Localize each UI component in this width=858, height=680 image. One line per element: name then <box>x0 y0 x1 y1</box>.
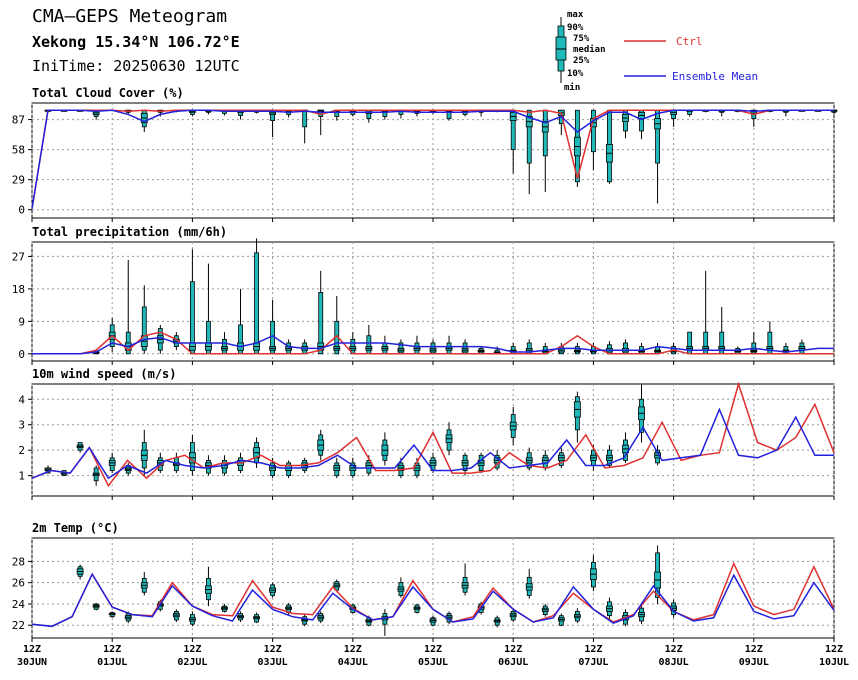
y-tick-label: 4 <box>18 393 25 406</box>
x-tick-label-date: 04JUL <box>338 657 368 668</box>
x-tick-label-date: 06JUL <box>498 657 528 668</box>
y-tick-label: 27 <box>12 250 25 263</box>
y-tick-label: 24 <box>12 598 26 611</box>
panel-title: 2m Temp (°C) <box>32 521 119 535</box>
x-tick-label-date: 07JUL <box>578 657 608 668</box>
panel-title: Total Cloud Cover (%) <box>32 86 184 100</box>
panel-title: Total precipitation (mm/6h) <box>32 225 227 239</box>
y-tick-label: 0 <box>18 204 25 217</box>
x-tick-label-hour: 12Z <box>424 644 442 655</box>
x-tick-label-hour: 12Z <box>183 644 201 655</box>
legend-box-label: 10% <box>567 69 584 79</box>
x-tick-label-hour: 12Z <box>103 644 121 655</box>
y-tick-label: 9 <box>18 315 25 328</box>
x-tick-label-hour: 12Z <box>584 644 602 655</box>
box-outer <box>302 109 308 128</box>
x-tick-label-date: 10JUL <box>819 657 849 668</box>
init-time-label: IniTime: 20250630 12UTC <box>32 57 240 75</box>
y-tick-label: 26 <box>12 577 25 590</box>
x-tick-label-hour: 12Z <box>745 644 763 655</box>
x-tick-label-hour: 12Z <box>825 644 843 655</box>
x-tick-label-date: 05JUL <box>418 657 448 668</box>
ctrl-line <box>32 331 834 355</box>
x-tick-label-hour: 12Z <box>23 644 41 655</box>
legend-box-label: 90% <box>567 23 584 33</box>
panel-frame <box>31 102 835 219</box>
y-tick-label: 87 <box>12 114 25 127</box>
y-tick-label: 58 <box>12 144 25 157</box>
x-tick-label-date: 01JUL <box>97 657 127 668</box>
legend-box-label: 25% <box>573 56 590 66</box>
box-outer <box>318 292 324 355</box>
ensemble-mean-line <box>31 109 834 209</box>
legend-mean-label: Ensemble Mean <box>672 70 758 83</box>
y-tick-label: 1 <box>18 470 25 483</box>
x-tick-label-date: 09JUL <box>739 657 769 668</box>
legend-ctrl-label: Ctrl <box>676 35 703 48</box>
x-tick-label-date: 30JUN <box>17 657 47 668</box>
ensemble-mean-line <box>32 334 834 355</box>
legend-box-label: min <box>564 82 580 93</box>
ensemble-mean-line <box>31 407 834 480</box>
y-tick-label: 18 <box>12 283 25 296</box>
box-outer <box>366 335 372 355</box>
x-tick-label-hour: 12Z <box>264 644 282 655</box>
box-outer <box>254 252 259 355</box>
x-tick-label-date: 08JUL <box>659 657 689 668</box>
box-outer <box>542 109 548 157</box>
y-tick-label: 28 <box>12 555 25 568</box>
y-tick-label: 3 <box>18 419 25 432</box>
box-outer <box>526 109 532 164</box>
legend-box-label: 75% <box>573 34 590 44</box>
y-tick-label: 22 <box>12 619 25 632</box>
ensemble-mean-line <box>31 572 835 628</box>
box-outer <box>141 306 147 351</box>
y-tick-label: 0 <box>18 348 25 361</box>
x-tick-label-hour: 12Z <box>665 644 683 655</box>
meteogram-title: CMA–GEPS Meteogram <box>32 6 228 27</box>
x-tick-label-hour: 12Z <box>344 644 362 655</box>
panel-title: 10m wind speed (m/s) <box>32 367 177 381</box>
legend-box-label: max <box>567 10 584 20</box>
x-tick-label-date: 03JUL <box>258 657 288 668</box>
legend-box-label: median <box>573 44 606 55</box>
y-tick-label: 29 <box>12 174 25 187</box>
x-tick-label-date: 02JUL <box>177 657 207 668</box>
box-outer <box>591 109 596 153</box>
location-label: Xekong 15.34°N 106.72°E <box>32 33 240 51</box>
y-tick-label: 2 <box>18 444 25 457</box>
x-tick-label-hour: 12Z <box>504 644 522 655</box>
